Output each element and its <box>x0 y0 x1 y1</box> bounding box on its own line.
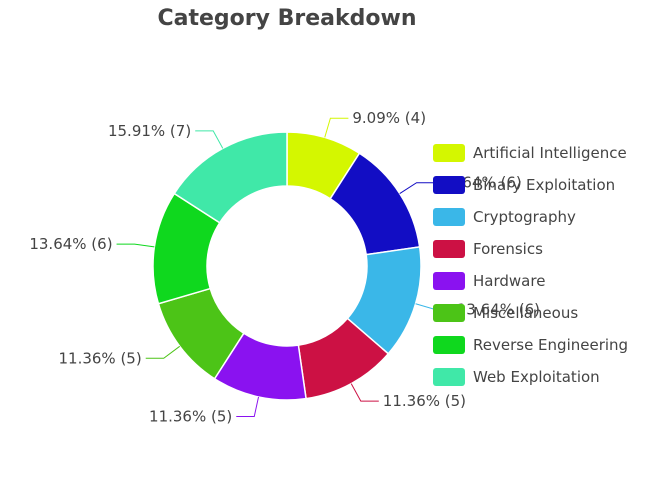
slice-leader-web-exploitation <box>195 130 224 149</box>
slice-leader-artificial-intelligence <box>324 117 349 138</box>
chart-title: Category Breakdown <box>157 6 416 31</box>
legend-item-web-exploitation[interactable]: Web Exploitation <box>433 368 600 386</box>
legend-swatch <box>433 144 465 162</box>
slice-label-forensics: 11.36% (5) <box>383 392 466 410</box>
legend-item-cryptography[interactable]: Cryptography <box>433 208 576 226</box>
slice-label-hardware: 11.36% (5) <box>149 407 232 425</box>
slice-web-exploitation[interactable] <box>173 131 288 224</box>
slice-leader-hardware <box>236 396 260 417</box>
legend-item-hardware[interactable]: Hardware <box>433 272 545 290</box>
legend-item-miscellaneous[interactable]: Miscellaneous <box>433 304 578 322</box>
slice-label-reverse-engineering: 13.64% (6) <box>29 235 112 253</box>
legend-swatch <box>433 240 465 258</box>
legend-label: Hardware <box>473 272 545 290</box>
legend-swatch <box>433 304 465 322</box>
slice-leader-binary-exploitation <box>399 182 435 194</box>
slice-label-leaders <box>116 117 453 417</box>
slice-label-cryptography: 13.64% (6) <box>457 300 540 318</box>
legend-label: Miscellaneous <box>473 304 578 322</box>
legend-item-binary-exploitation[interactable]: Binary Exploitation <box>433 176 615 194</box>
slice-leader-reverse-engineering <box>116 243 155 248</box>
legend-item-forensics[interactable]: Forensics <box>433 240 543 258</box>
legend-label: Cryptography <box>473 208 576 226</box>
legend-item-artificial-intelligence[interactable]: Artificial Intelligence <box>433 144 627 162</box>
legend-swatch <box>433 336 465 354</box>
legend-label: Forensics <box>473 240 543 258</box>
legend: Artificial Intelligence Binary Exploitati… <box>433 144 628 386</box>
donut-slices <box>152 131 422 401</box>
legend-swatch <box>433 208 465 226</box>
slice-leader-miscellaneous <box>145 345 181 359</box>
legend-swatch <box>433 176 465 194</box>
slice-label-web-exploitation: 15.91% (7) <box>108 122 191 140</box>
legend-swatch <box>433 368 465 386</box>
slice-leader-forensics <box>350 383 379 402</box>
legend-item-reverse-engineering[interactable]: Reverse Engineering <box>433 336 628 354</box>
slice-label-miscellaneous: 11.36% (5) <box>58 349 141 367</box>
slice-label-artificial-intelligence: 9.09% (4) <box>352 109 426 127</box>
legend-swatch <box>433 272 465 290</box>
legend-label: Artificial Intelligence <box>473 144 627 162</box>
legend-label: Reverse Engineering <box>473 336 628 354</box>
legend-label: Web Exploitation <box>473 368 600 386</box>
legend-label: Binary Exploitation <box>473 176 615 194</box>
